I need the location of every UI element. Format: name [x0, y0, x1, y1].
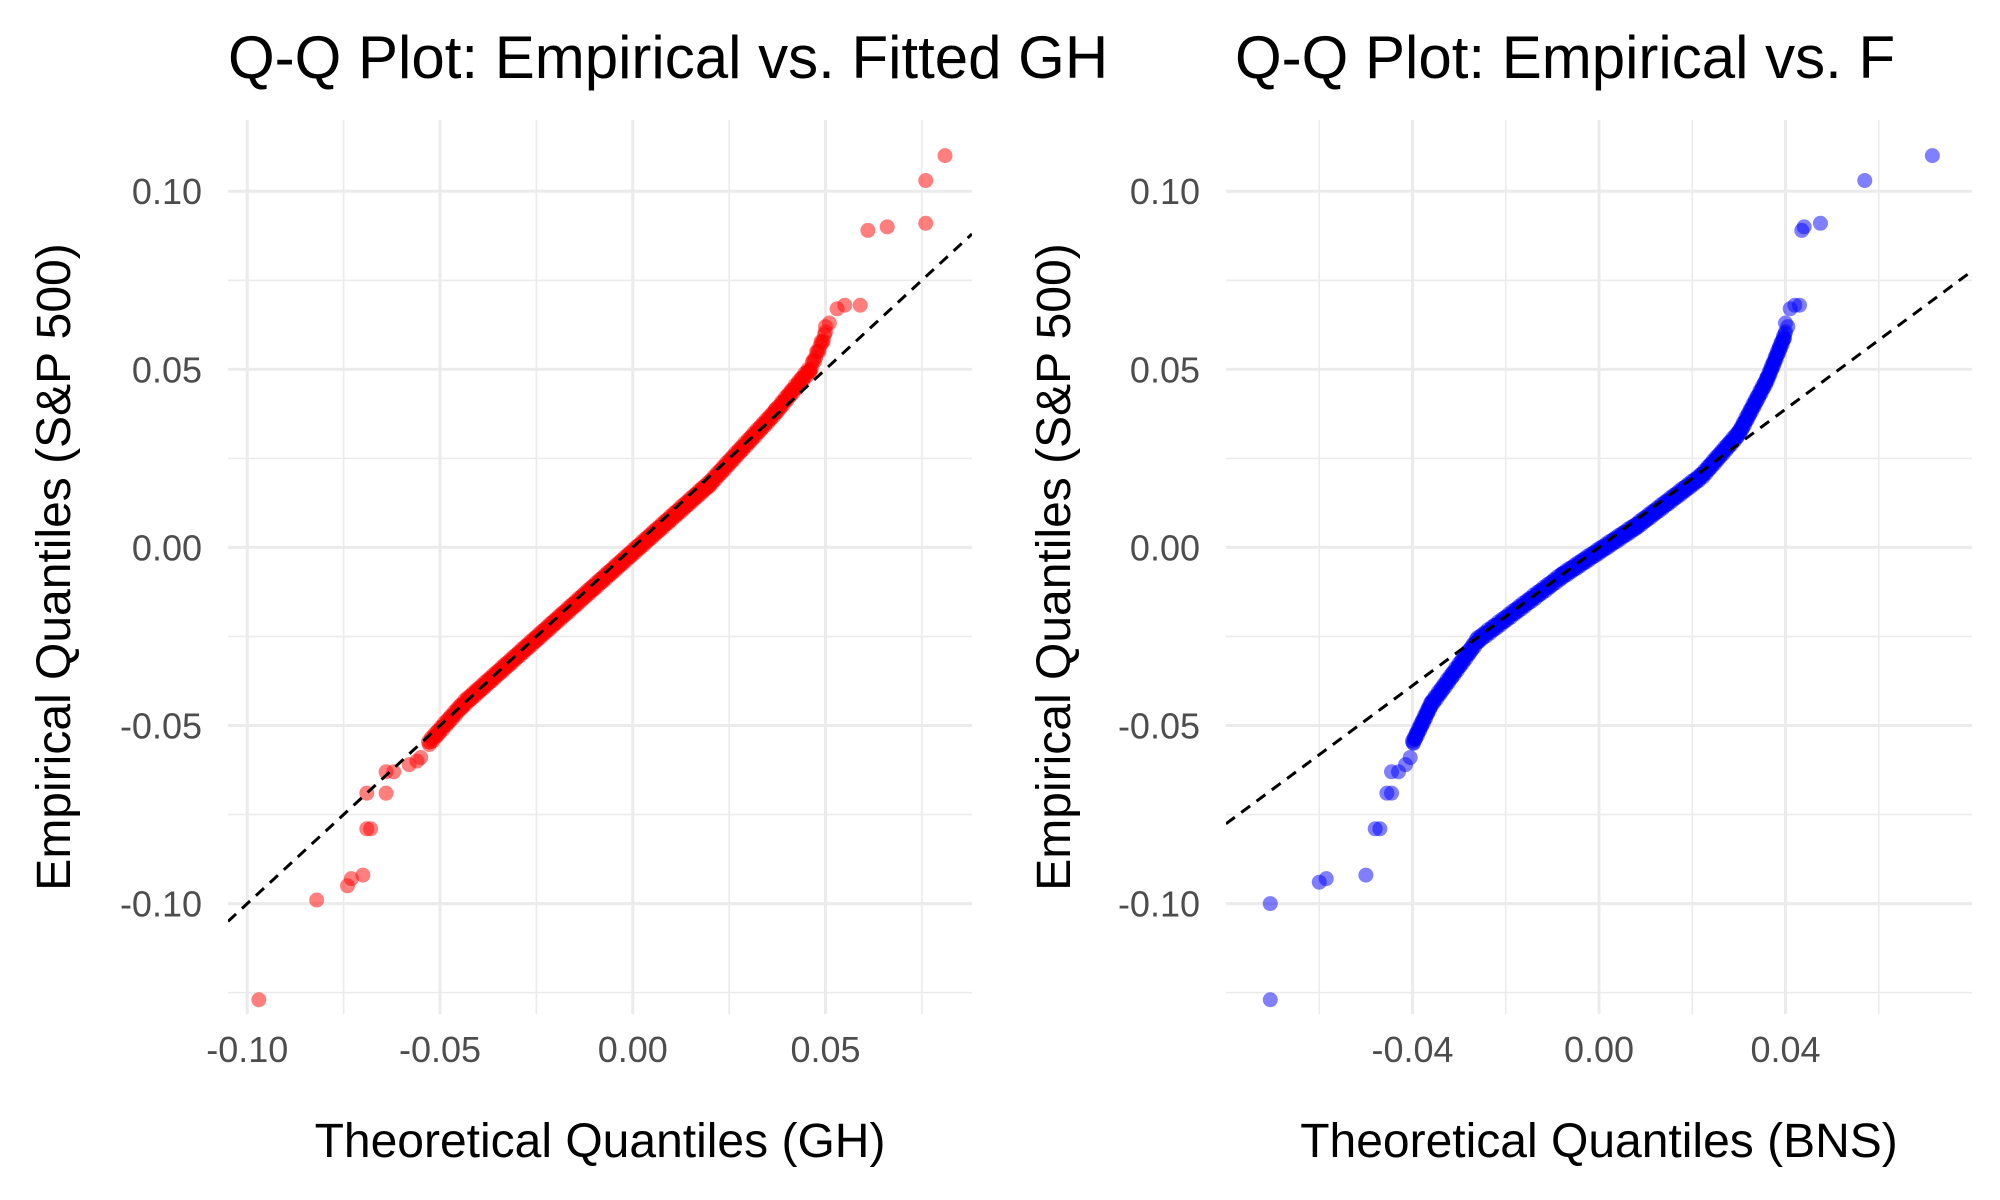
data-point [1372, 821, 1388, 837]
reference-line [228, 232, 972, 923]
qq-panel-bns: -0.04 0.00 0.04 -0.10 -0.05 0.00 0.05 0.10 Q-Q P… [1028, 24, 1972, 1168]
data-point [852, 297, 868, 313]
data-point [937, 148, 953, 164]
data-point [378, 785, 394, 801]
data-point [343, 871, 359, 887]
data-point [363, 821, 379, 837]
data-point [1262, 896, 1278, 912]
data-point [918, 215, 934, 231]
x-axis-title: Theoretical Quantiles (GH) [315, 1115, 886, 1168]
data-point [251, 992, 267, 1008]
y-tick-label: -0.10 [1118, 884, 1200, 925]
x-tick-label: 0.00 [1564, 1029, 1634, 1070]
y-tick-label: 0.10 [1130, 171, 1200, 212]
y-tick-label: -0.05 [1118, 705, 1200, 746]
y-tick-label: 0.05 [132, 349, 202, 390]
y-axis-title: Empirical Quantiles (S&P 500) [28, 243, 81, 890]
x-axis-title: Theoretical Quantiles (BNS) [1300, 1115, 1898, 1168]
data-point [1857, 173, 1873, 189]
data-point [1318, 871, 1334, 887]
chart-title: Q-Q Plot: Empirical vs. Fitted GH [228, 24, 1108, 91]
data-point [1402, 750, 1418, 766]
data-point [355, 867, 371, 883]
data-point [1358, 867, 1374, 883]
y-tick-label: -0.10 [120, 884, 202, 925]
qq-panel-gh: -0.10 -0.05 0.00 0.05 -0.10 -0.05 0.00 0.05 0.10… [28, 24, 1108, 1168]
points-layer [1262, 148, 1940, 1008]
x-tick-label: -0.05 [399, 1029, 481, 1070]
x-tick-label: 0.05 [790, 1029, 860, 1070]
y-tick-label: 0.00 [132, 527, 202, 568]
x-tick-label: 0.00 [598, 1029, 668, 1070]
data-point [309, 892, 325, 908]
data-point [1262, 992, 1278, 1008]
y-tick-label: 0.00 [1130, 527, 1200, 568]
data-point [413, 750, 429, 766]
data-point [860, 222, 876, 238]
data-point [879, 219, 895, 235]
x-tick-label: -0.04 [1371, 1029, 1453, 1070]
chart-title: Q-Q Plot: Empirical vs. F [1235, 24, 1895, 91]
y-tick-label: -0.05 [120, 705, 202, 746]
data-point [1796, 219, 1812, 235]
data-point [918, 173, 934, 189]
data-point [1791, 297, 1807, 313]
y-axis-title: Empirical Quantiles (S&P 500) [1028, 243, 1081, 890]
x-tick-label: -0.10 [206, 1029, 288, 1070]
data-point [1812, 215, 1828, 231]
y-tick-label: 0.10 [132, 171, 202, 212]
reference-line [1226, 269, 1972, 826]
data-point [1924, 148, 1940, 164]
y-tick-label: 0.05 [1130, 349, 1200, 390]
data-point [386, 764, 402, 780]
points-layer [251, 148, 953, 1008]
data-point [1778, 324, 1793, 340]
x-tick-label: 0.04 [1750, 1029, 1820, 1070]
data-point [1384, 785, 1400, 801]
data-point [829, 301, 845, 317]
data-point [818, 324, 834, 340]
